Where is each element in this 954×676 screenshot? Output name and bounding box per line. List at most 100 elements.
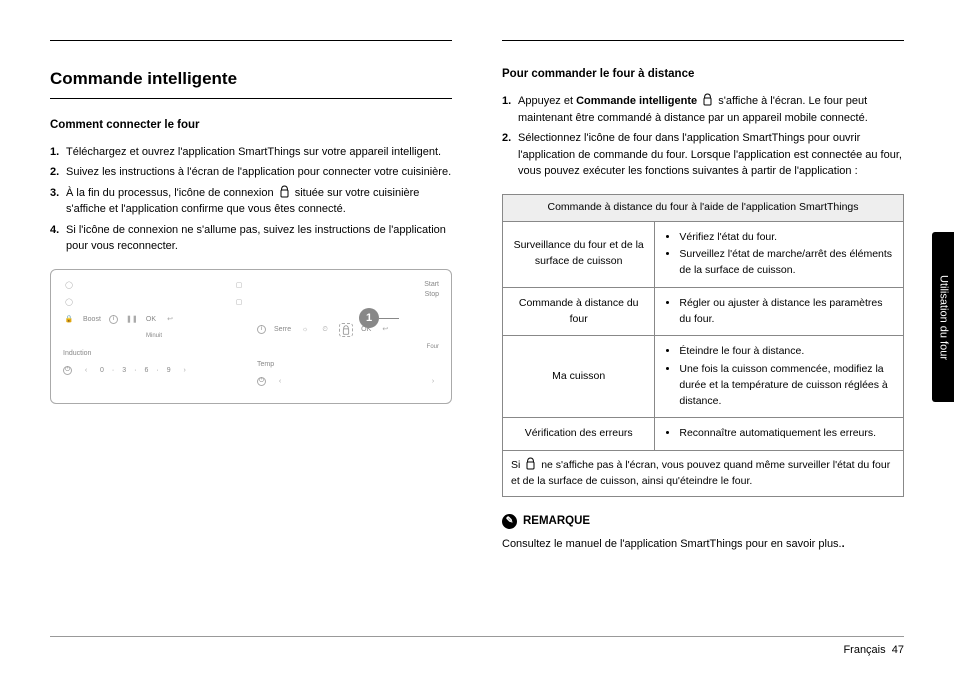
connection-icon: [525, 457, 536, 470]
feature-item: Vérifiez l'état du four.: [679, 230, 895, 246]
step-text: Sélectionnez l'icône de four dans l'appl…: [518, 130, 904, 180]
feature-item: Une fois la cuisson commencée, modifiez …: [679, 362, 895, 409]
power-icon: ⏻: [63, 366, 72, 375]
panel-label: Temp: [257, 360, 274, 371]
right-subtitle: Pour commander le four à distance: [502, 66, 904, 83]
list-item: 3. À la fin du processus, l'icône de con…: [50, 185, 452, 218]
chevron-right-icon: ›: [179, 365, 191, 377]
footnote-part: Si: [511, 459, 523, 471]
page-footer: Français 47: [843, 642, 904, 659]
back-icon: ↩: [164, 314, 176, 326]
step-number: 4.: [50, 222, 66, 255]
callout-badge: 1: [359, 308, 379, 328]
feature-label: Vérification des erreurs: [503, 418, 655, 451]
table-row: Ma cuisson Éteindre le four à distance. …: [503, 336, 904, 418]
step-number: 2.: [50, 164, 66, 181]
info-icon: i: [257, 325, 266, 334]
table-footnote-row: Si ne s'affiche pas à l'écran, vous pouv…: [503, 451, 904, 497]
remote-steps: 1. Appuyez et Commande intelligente s'af…: [502, 93, 904, 180]
burner-icon: ▢: [233, 297, 245, 309]
panel-label: Induction: [63, 349, 91, 360]
footnote-part: ne s'affiche pas à l'écran, vous pouvez …: [511, 459, 890, 487]
panel-label: Boost: [83, 315, 101, 326]
power-icon: ⏻: [257, 377, 266, 386]
feature-item: Éteindre le four à distance.: [679, 344, 895, 360]
step-text: Suivez les instructions à l'écran de l'a…: [66, 164, 452, 181]
panel-left-half: ◯ ▢ ◯ ▢ 🔒 Boost i ❚❚ OK ↩: [63, 280, 245, 393]
burner-icon: ◯: [63, 280, 75, 292]
panel-label: Serre: [274, 325, 291, 336]
title-rule: [50, 98, 452, 99]
remark-body: Consultez le manuel de l'application Sma…: [502, 538, 842, 550]
feature-label: Ma cuisson: [503, 336, 655, 418]
panel-label: OK: [146, 315, 156, 326]
note-icon: ✎: [502, 514, 517, 529]
footer-rule: [50, 636, 904, 637]
step-text-part: Appuyez et: [518, 95, 576, 107]
feature-label: Surveillance du four et de la surface de…: [503, 221, 655, 287]
left-column: Commande intelligente Comment connecter …: [50, 40, 462, 552]
step-number: 1.: [502, 93, 518, 126]
feature-label: Commande à distance du four: [503, 287, 655, 336]
feature-details: Éteindre le four à distance. Une fois la…: [655, 336, 904, 418]
info-icon: i: [109, 315, 118, 324]
list-item: 1. Appuyez et Commande intelligente s'af…: [502, 93, 904, 126]
list-item: 4. Si l'icône de connexion ne s'allume p…: [50, 222, 452, 255]
page-content: Commande intelligente Comment connecter …: [0, 0, 954, 572]
step-text: Téléchargez et ouvrez l'application Smar…: [66, 144, 452, 161]
step-text-part: À la fin du processus, l'icône de connex…: [66, 187, 277, 199]
list-item: 2. Suivez les instructions à l'écran de …: [50, 164, 452, 181]
burner-icon: ◯: [63, 297, 75, 309]
step-number: 3.: [50, 185, 66, 218]
table-header-row: Commande à distance du four à l'aide de …: [503, 194, 904, 221]
column-rule: [50, 40, 452, 41]
feature-details: Régler ou ajuster à distance les paramèt…: [655, 287, 904, 336]
table-row: Surveillance du four et de la surface de…: [503, 221, 904, 287]
burner-icon: ▢: [233, 280, 245, 292]
feature-details: Reconnaître automatiquement les erreurs.: [655, 418, 904, 451]
remark-label: REMARQUE: [523, 513, 590, 530]
callout-leader: [379, 318, 399, 319]
step-text-bold: Commande intelligente: [576, 95, 697, 107]
table-row: Commande à distance du four Régler ou aj…: [503, 287, 904, 336]
step-number: 2.: [502, 130, 518, 180]
step-number: 1.: [50, 144, 66, 161]
table-header: Commande à distance du four à l'aide de …: [503, 194, 904, 221]
feature-item: Régler ou ajuster à distance les paramèt…: [679, 296, 895, 328]
smart-control-icon: [339, 323, 353, 337]
step-text: À la fin du processus, l'icône de connex…: [66, 185, 452, 218]
step-text: Appuyez et Commande intelligente s'affic…: [518, 93, 904, 126]
list-item: 1. Téléchargez et ouvrez l'application S…: [50, 144, 452, 161]
chevron-left-icon: ‹: [80, 365, 92, 377]
section-title: Commande intelligente: [50, 66, 452, 92]
timer-icon: ⏲: [319, 324, 331, 336]
footer-language: Français: [843, 644, 885, 656]
left-subtitle: Comment connecter le four: [50, 117, 452, 134]
footer-page-number: 47: [892, 644, 904, 656]
side-tab: Utilisation du four: [932, 232, 954, 402]
panel-label: Start Stop: [424, 280, 439, 301]
right-column: Pour commander le four à distance 1. App…: [492, 40, 904, 552]
remark-heading: ✎ REMARQUE: [502, 513, 904, 530]
chevron-right-icon: ›: [427, 376, 439, 388]
features-table: Commande à distance du four à l'aide de …: [502, 194, 904, 497]
panel-sublabel: Four: [427, 343, 439, 352]
table-row: Vérification des erreurs Reconnaître aut…: [503, 418, 904, 451]
lock-icon: 🔒: [63, 314, 75, 326]
connection-icon: [279, 185, 290, 198]
connect-steps: 1. Téléchargez et ouvrez l'application S…: [50, 144, 452, 255]
panel-right-half: Start Stop i Serre ☼ ⏲ OK ↩ Four: [245, 280, 439, 393]
feature-item: Reconnaître automatiquement les erreurs.: [679, 426, 895, 442]
table-footnote: Si ne s'affiche pas à l'écran, vous pouv…: [503, 451, 904, 497]
control-panel-diagram: ◯ ▢ ◯ ▢ 🔒 Boost i ❚❚ OK ↩: [50, 269, 452, 404]
chevron-left-icon: ‹: [274, 376, 286, 388]
connection-icon: [702, 93, 713, 106]
back-icon: ↩: [379, 324, 391, 336]
column-rule: [502, 40, 904, 41]
light-icon: ☼: [299, 324, 311, 336]
step-text: Si l'icône de connexion ne s'allume pas,…: [66, 222, 452, 255]
pause-icon: ❚❚: [126, 314, 138, 326]
list-item: 2. Sélectionnez l'icône de four dans l'a…: [502, 130, 904, 180]
panel-sublabel: Minuit: [146, 332, 162, 341]
feature-item: Surveillez l'état de marche/arrêt des él…: [679, 247, 895, 279]
